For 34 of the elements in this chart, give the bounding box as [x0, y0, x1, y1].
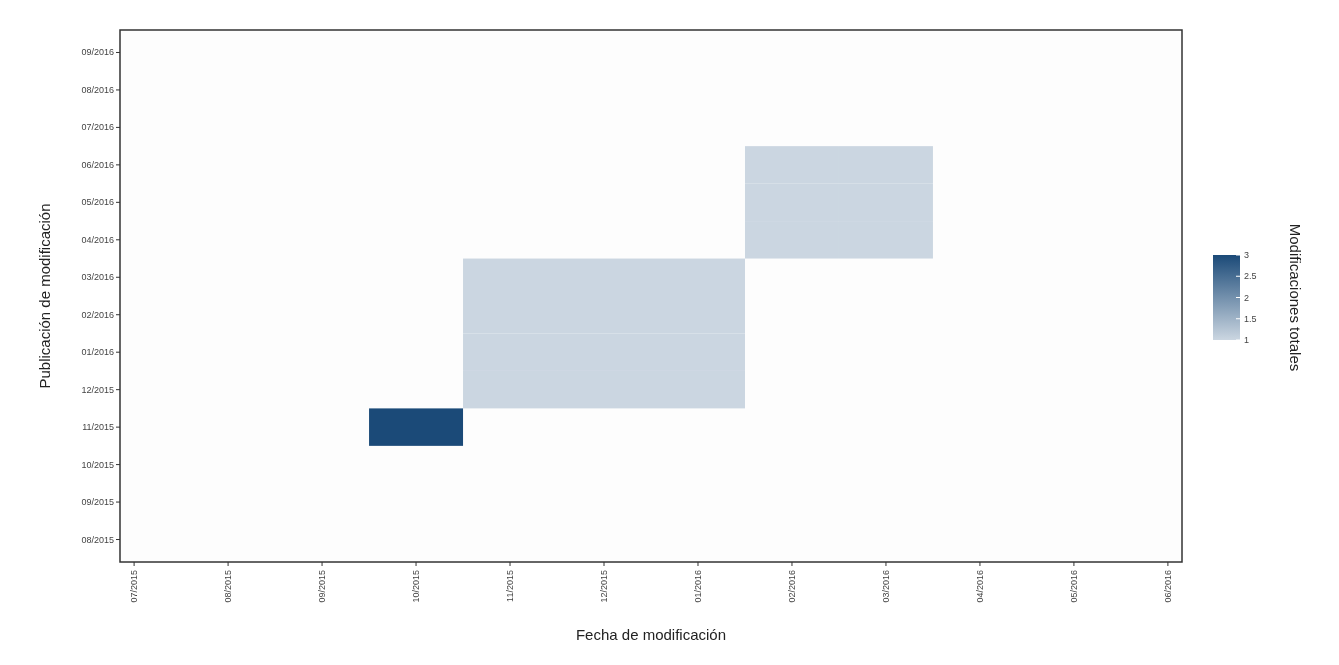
- color-bar-title: Modificaciones totales: [1287, 223, 1304, 372]
- y-tick-label: 12/2015: [81, 384, 114, 395]
- x-tick-label: 09/2015: [317, 570, 328, 603]
- color-bar-label: 1.5: [1244, 313, 1257, 324]
- x-tick-label: 10/2015: [411, 570, 422, 603]
- color-bar-label: 2.5: [1244, 271, 1257, 282]
- y-tick-label: 06/2016: [81, 159, 114, 170]
- x-tick-label: 06/2016: [1162, 570, 1173, 603]
- x-axis-title: Fecha de modificación: [575, 626, 727, 643]
- y-tick-label: 09/2015: [81, 497, 114, 508]
- y-tick-label: 01/2016: [81, 347, 114, 358]
- y-tick-label: 05/2016: [81, 197, 114, 208]
- x-tick-label: 07/2015: [129, 570, 140, 603]
- y-tick-label: 07/2016: [81, 122, 114, 133]
- color-bar-label: 2: [1244, 292, 1250, 303]
- y-tick-label: 08/2016: [81, 84, 114, 95]
- y-tick-label: 11/2015: [82, 422, 114, 433]
- x-tick-label: 03/2016: [880, 570, 891, 603]
- color-bar-label: 3: [1244, 250, 1250, 260]
- y-tick-label: 04/2016: [81, 234, 114, 245]
- x-tick-label: 01/2016: [692, 570, 703, 603]
- x-tick-label: 08/2015: [223, 570, 234, 603]
- y-axis-title: Publicación de modificación: [36, 203, 53, 389]
- color-bar-label: 1: [1244, 335, 1250, 345]
- x-tick-label: 12/2015: [599, 570, 610, 603]
- x-tick-label: 11/2015: [505, 570, 516, 602]
- y-tick-label: 02/2016: [81, 309, 114, 320]
- y-tick-label: 10/2015: [81, 459, 114, 470]
- y-tick-label: 09/2016: [81, 47, 114, 58]
- x-tick-label: 02/2016: [786, 570, 797, 603]
- x-tick-label: 04/2016: [974, 570, 985, 603]
- x-tick-label: 05/2016: [1068, 570, 1079, 603]
- y-tick-label: 08/2015: [81, 534, 114, 545]
- y-tick-label: 03/2016: [81, 272, 114, 283]
